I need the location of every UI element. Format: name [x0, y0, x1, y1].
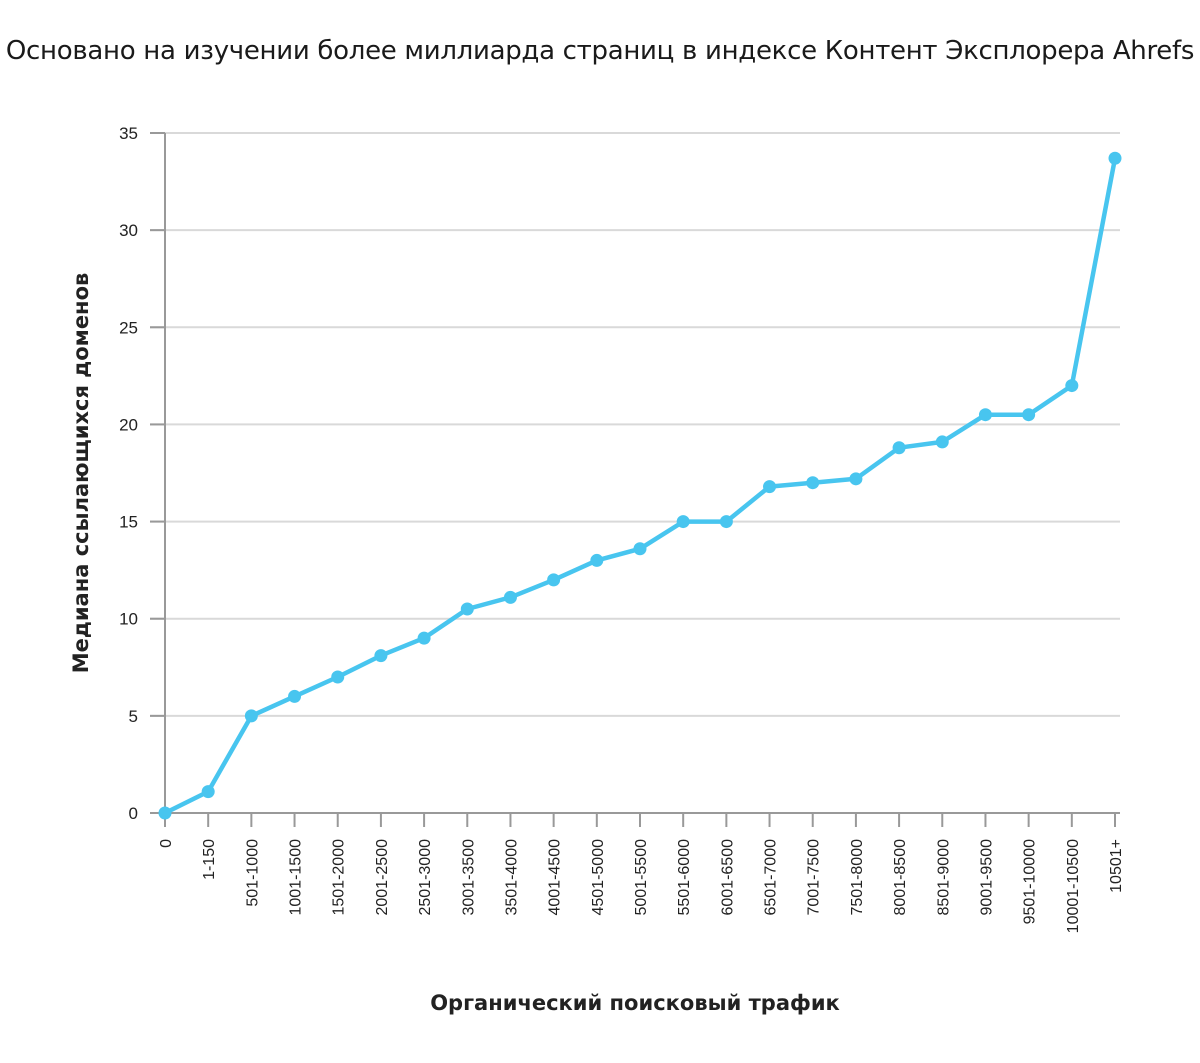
data-point: [417, 631, 431, 645]
x-tick-label: 3001-3500: [460, 839, 477, 916]
y-axis-title: Медиана ссылающихся доменов: [69, 273, 93, 674]
y-tick-label: 30: [119, 221, 138, 240]
x-tick-label: 8001-8500: [892, 839, 909, 916]
data-point: [460, 602, 474, 616]
x-tick-label: 3501-4000: [503, 839, 520, 916]
y-tick-label: 35: [119, 124, 138, 143]
x-tick-label: 5001-5500: [633, 839, 650, 916]
data-point: [633, 542, 647, 556]
data-point: [590, 553, 604, 567]
x-tick-label: 2001-2500: [374, 839, 391, 916]
data-point: [201, 785, 215, 799]
x-axis-title: Органический поисковый трафик: [430, 991, 840, 1015]
x-tick-label: 1-150: [201, 839, 218, 880]
x-tick-label: 6501-7000: [763, 839, 780, 916]
x-tick-label: 7501-8000: [849, 839, 866, 916]
y-tick-label: 0: [129, 804, 138, 823]
y-tick-label: 5: [129, 707, 138, 726]
series-line-path: [162, 156, 1118, 816]
x-tick-label: 10001-10500: [1065, 839, 1082, 933]
series-line: [162, 156, 1118, 816]
x-tick-label: 8501-9000: [935, 839, 952, 916]
data-point: [978, 408, 992, 422]
x-tick-label: 5501-6000: [676, 839, 693, 916]
x-tick-label: 1001-1500: [288, 839, 305, 916]
series-points: [158, 151, 1122, 820]
data-point: [547, 573, 561, 587]
data-point: [763, 480, 777, 494]
data-point: [1022, 408, 1036, 422]
y-tick-label: 20: [119, 415, 138, 434]
data-point: [374, 649, 388, 663]
x-tick-label: 10501+: [1108, 839, 1125, 893]
axes: [150, 133, 1120, 814]
x-tick-label: 1501-2000: [331, 839, 348, 916]
data-point: [892, 441, 906, 455]
x-tick-label: 2501-3000: [417, 839, 434, 916]
x-axis-ticks: 0 1-150 501-1000 1001-1500 1501-2000 2001-250…: [158, 813, 1125, 933]
x-tick-label: 6001-6500: [719, 839, 736, 916]
x-tick-label: 9001-9500: [978, 839, 995, 916]
data-point: [288, 689, 302, 703]
gridlines: [150, 132, 1120, 717]
data-point: [331, 670, 345, 684]
x-tick-label: 4501-5000: [590, 839, 607, 916]
data-point: [935, 435, 949, 449]
data-point: [806, 476, 820, 490]
x-tick-label: 9501-10000: [1022, 839, 1039, 925]
y-tick-label: 25: [119, 318, 138, 337]
data-point: [719, 515, 733, 529]
x-tick-label: 4001-4500: [547, 839, 564, 916]
data-point: [1065, 379, 1079, 393]
data-point: [503, 590, 517, 604]
data-point: [158, 806, 172, 820]
x-tick-label: 7001-7500: [806, 839, 823, 916]
y-tick-label: 10: [119, 610, 138, 629]
x-tick-label: 501-1000: [244, 839, 261, 907]
data-point: [244, 709, 258, 723]
data-point: [1108, 151, 1122, 165]
y-tick-label: 15: [119, 513, 138, 532]
y-axis-ticks: 0 5 10 15 20 25 30 35: [119, 124, 165, 823]
data-point: [676, 515, 690, 529]
data-point: [849, 472, 863, 486]
chart-title: Основано на изучении более миллиарда стр…: [5, 36, 1195, 66]
x-tick-label: 0: [158, 839, 175, 848]
